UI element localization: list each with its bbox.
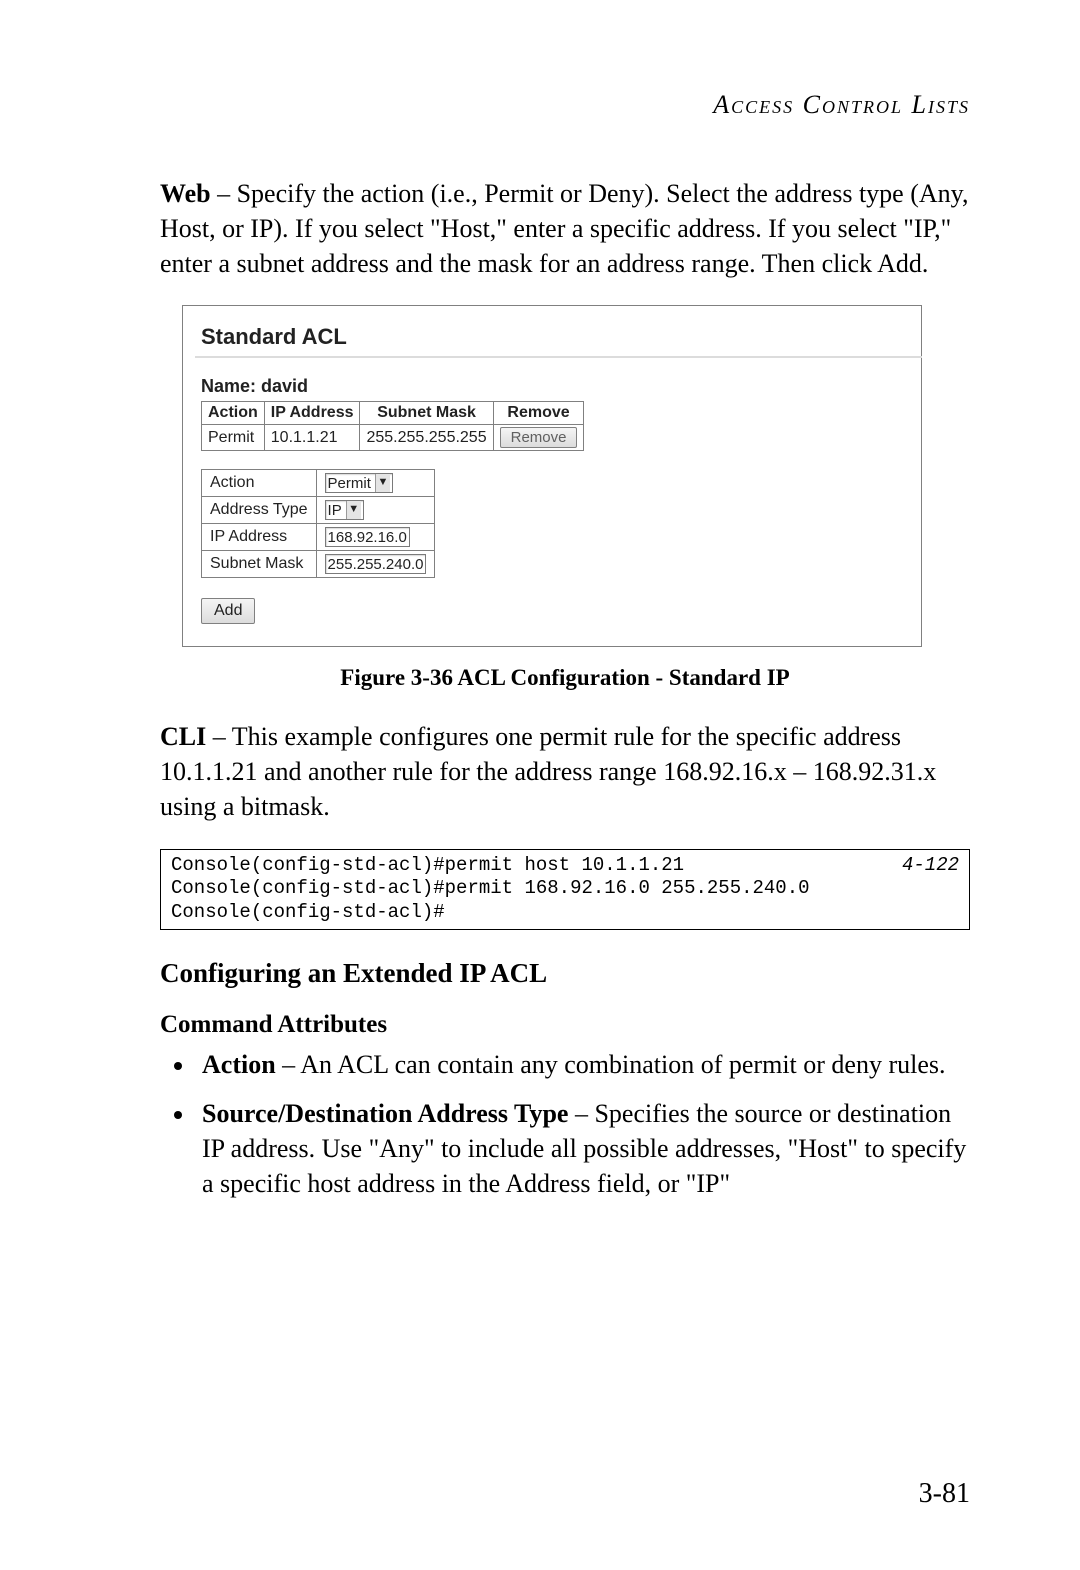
form-cell-ip: 168.92.16.0 [316,524,435,551]
form-label-mask: Subnet Mask [202,551,317,578]
form-cell-mask: 255.255.240.0 [316,551,435,578]
cli-ref: 4-122 [882,854,959,925]
acl-name: Name: david [201,376,921,397]
col-mask: Subnet Mask [360,402,493,425]
acl-name-label: Name: [201,376,261,396]
cell-ip: 10.1.1.21 [264,425,360,451]
acl-screenshot: Standard ACL Name: david Action IP Addre… [182,305,922,647]
form-row-addrtype: Address Type IP ▼ [202,497,435,524]
col-remove: Remove [493,402,584,425]
action-select[interactable]: Permit ▼ [325,473,393,493]
form-label-action: Action [202,470,317,497]
chevron-down-icon: ▼ [346,501,361,519]
cli-box: Console(config-std-acl)#permit host 10.1… [160,849,970,930]
figure-caption: Figure 3-36 ACL Configuration - Standard… [160,665,970,691]
web-paragraph: Web – Specify the action (i.e., Permit o… [160,176,970,281]
col-ip: IP Address [264,402,360,425]
form-label-ip: IP Address [202,524,317,551]
form-label-addrtype: Address Type [202,497,317,524]
cell-remove: Remove [493,425,584,451]
acl-table: Action IP Address Subnet Mask Remove Per… [201,401,584,451]
form-row-ip: IP Address 168.92.16.0 [202,524,435,551]
cell-mask: 255.255.255.255 [360,425,493,451]
subsection-heading: Command Attributes [160,1011,970,1039]
section-heading: Configuring an Extended IP ACL [160,958,970,989]
web-lead: Web [160,179,211,208]
form-row-action: Action Permit ▼ [202,470,435,497]
attributes-list: Action – An ACL can contain any combinat… [160,1047,970,1201]
screenshot-divider [195,356,922,358]
ip-input[interactable]: 168.92.16.0 [325,527,410,547]
cli-paragraph: CLI – This example configures one permit… [160,719,970,824]
cli-rest: – This example configures one permit rul… [160,722,936,821]
addrtype-select[interactable]: IP ▼ [325,500,364,520]
web-rest: – Specify the action (i.e., Permit or De… [160,179,968,278]
action-select-value: Permit [328,475,371,492]
chevron-down-icon: ▼ [375,474,390,492]
cli-lead: CLI [160,722,206,751]
cell-action: Permit [202,425,265,451]
acl-table-header-row: Action IP Address Subnet Mask Remove [202,402,584,425]
running-head: Access Control Lists [160,90,970,120]
list-item: Action – An ACL can contain any combinat… [196,1047,970,1082]
add-button[interactable]: Add [201,598,255,624]
page-number: 3-81 [919,1478,970,1510]
attr-action-bold: Action [202,1050,276,1079]
acl-form: Action Permit ▼ Address Type IP ▼ [201,469,435,578]
form-cell-addrtype: IP ▼ [316,497,435,524]
form-cell-action: Permit ▼ [316,470,435,497]
addrtype-select-value: IP [328,502,342,519]
acl-name-value: david [261,376,308,396]
page: Access Control Lists Web – Specify the a… [0,0,1080,1570]
mask-input[interactable]: 255.255.240.0 [325,554,427,574]
table-row: Permit 10.1.1.21 255.255.255.255 Remove [202,425,584,451]
list-item: Source/Destination Address Type – Specif… [196,1096,970,1201]
form-row-mask: Subnet Mask 255.255.240.0 [202,551,435,578]
attr-addrtype-bold: Source/Destination Address Type [202,1099,568,1128]
col-action: Action [202,402,265,425]
cli-lines: Console(config-std-acl)#permit host 10.1… [171,854,810,925]
screenshot-title: Standard ACL [201,324,921,350]
remove-button[interactable]: Remove [500,427,578,448]
attr-action-rest: – An ACL can contain any combination of … [276,1050,946,1079]
